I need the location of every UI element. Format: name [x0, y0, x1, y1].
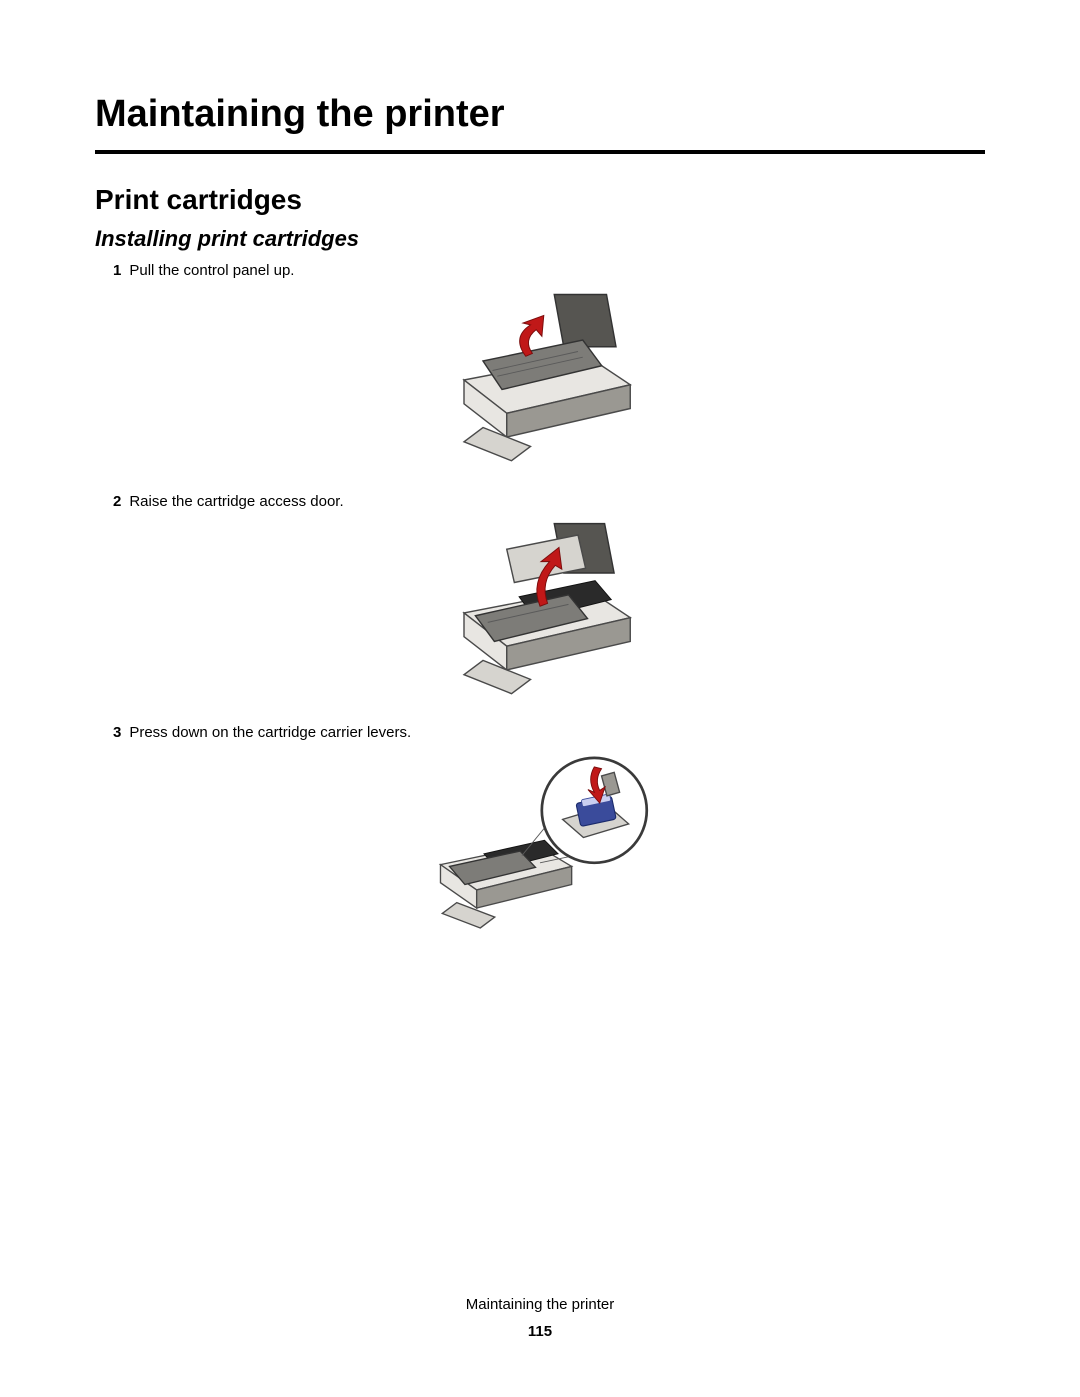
- step-text: Press down on the cartridge carrier leve…: [129, 724, 411, 741]
- step-number: 2: [113, 493, 121, 510]
- step-number: 3: [113, 724, 121, 741]
- step-1: 1 Pull the control panel up.: [113, 262, 985, 279]
- page-title: Maintaining the printer: [95, 92, 985, 138]
- figure-3-printer-illustration: [410, 747, 670, 937]
- figure-1-wrap: [95, 285, 985, 475]
- figure-3-wrap: [95, 747, 985, 937]
- title-rule: [95, 150, 985, 154]
- figure-2-printer-illustration: [410, 516, 670, 706]
- step-2: 2 Raise the cartridge access door.: [113, 493, 985, 510]
- step-3: 3 Press down on the cartridge carrier le…: [113, 724, 985, 741]
- section-title: Print cartridges: [95, 184, 985, 216]
- footer-title: Maintaining the printer: [0, 1291, 1080, 1318]
- footer-page-number: 115: [0, 1318, 1080, 1345]
- step-number: 1: [113, 262, 121, 279]
- figure-1-printer-illustration: [410, 285, 670, 475]
- page-footer: Maintaining the printer 115: [0, 1291, 1080, 1345]
- step-text: Pull the control panel up.: [129, 262, 294, 279]
- figure-2-wrap: [95, 516, 985, 706]
- step-text: Raise the cartridge access door.: [129, 493, 343, 510]
- subsection-title: Installing print cartridges: [95, 226, 985, 252]
